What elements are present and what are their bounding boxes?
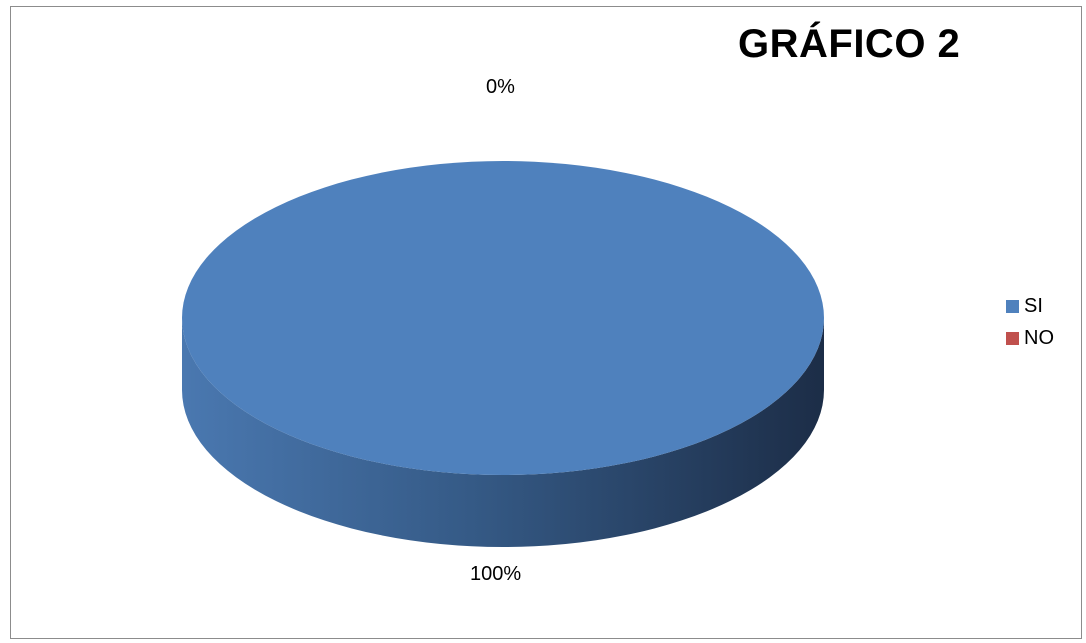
legend-label-si: SI	[1024, 294, 1043, 317]
pie-slice-si	[182, 161, 824, 475]
data-label-si: 100%	[470, 563, 522, 585]
legend-item-si: SI	[1006, 292, 1054, 320]
legend-label-no: NO	[1024, 326, 1054, 349]
legend-swatch-no	[1006, 331, 1019, 345]
chart-title: GRÁFICO 2	[738, 22, 961, 66]
pie-slice-side-si	[182, 318, 824, 547]
legend: SI NO	[1006, 292, 1054, 352]
legend-swatch-si	[1006, 299, 1019, 313]
data-label-no: 0%	[486, 76, 515, 98]
legend-item-no: NO	[1006, 324, 1054, 352]
